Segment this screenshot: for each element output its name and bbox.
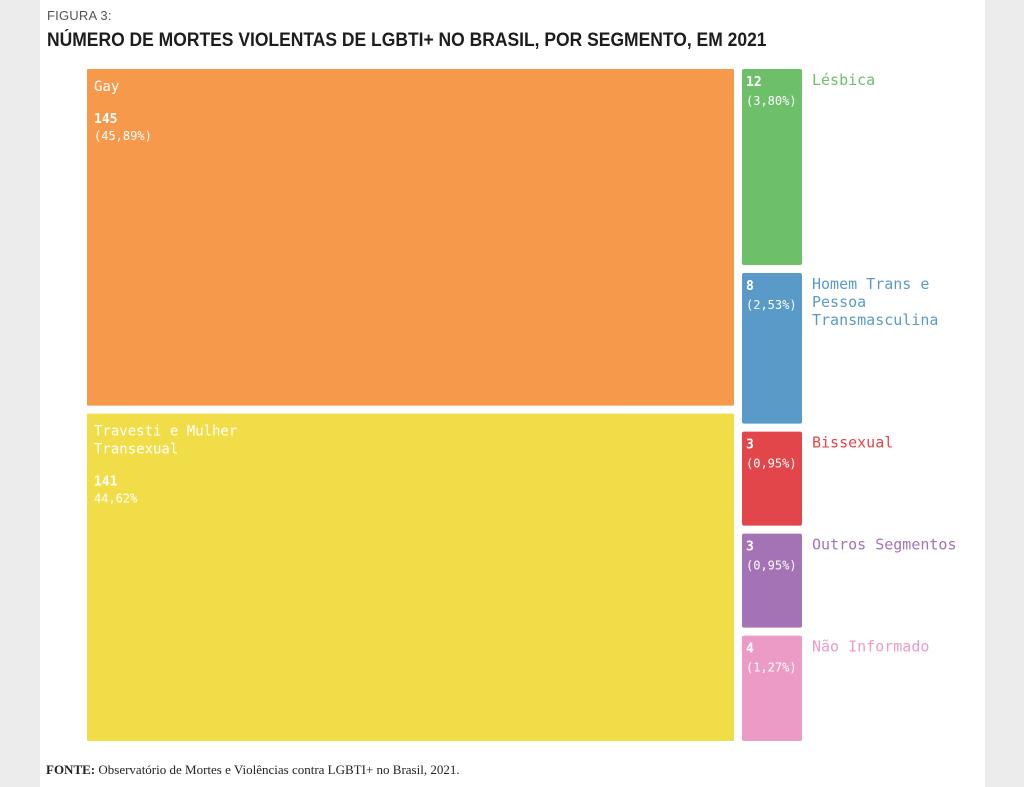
figure-label: FIGURA 3: — [47, 8, 112, 23]
pct-lesbica: (3,80%) — [746, 94, 797, 108]
label-travesti-e-mulher-transexual-1: Transexual — [94, 442, 178, 458]
label-nao-informado: Não Informado — [812, 638, 929, 656]
pct-nao-informado: (1,27%) — [746, 661, 797, 675]
label-gay: Gay — [94, 79, 119, 95]
block-gay — [87, 69, 734, 406]
block-homem-trans-e-pessoa-transmasculina — [742, 273, 802, 424]
value-outros-segmentos: 3 — [746, 540, 754, 555]
block-outros-segmentos — [742, 533, 802, 628]
pct-travesti-e-mulher-transexual: 44,62% — [94, 492, 138, 506]
source-note: FONTE: Observatório de Mortes e Violênci… — [46, 762, 460, 778]
label-homem-trans-e-pessoa-transmasculina-1: Pessoa — [812, 293, 866, 311]
label-travesti-e-mulher-transexual: Travesti e Mulher — [94, 424, 237, 440]
value-nao-informado: 4 — [746, 642, 754, 657]
pct-gay: (45,89%) — [94, 129, 152, 143]
source-prefix: FONTE: — [46, 762, 96, 777]
label-outros-segmentos: Outros Segmentos — [812, 536, 957, 554]
block-nao-informado — [742, 635, 802, 741]
value-homem-trans-e-pessoa-transmasculina: 8 — [746, 279, 754, 294]
source-text: Observatório de Mortes e Violências cont… — [98, 762, 460, 777]
value-travesti-e-mulher-transexual: 141 — [94, 475, 118, 490]
block-travesti-e-mulher-transexual — [87, 413, 734, 741]
pct-outros-segmentos: (0,95%) — [746, 559, 797, 573]
block-bissexual — [742, 431, 802, 526]
value-bissexual: 3 — [746, 438, 754, 453]
pct-homem-trans-e-pessoa-transmasculina: (2,53%) — [746, 298, 797, 312]
label-homem-trans-e-pessoa-transmasculina: Homem Trans e — [812, 275, 929, 293]
value-gay: 145 — [94, 112, 117, 127]
label-lesbica: Lésbica — [812, 71, 875, 89]
label-bissexual: Bissexual — [812, 434, 893, 452]
pct-bissexual: (0,95%) — [746, 457, 797, 471]
block-lesbica — [742, 69, 802, 265]
value-lesbica: 12 — [746, 75, 762, 90]
label-homem-trans-e-pessoa-transmasculina-2: Transmasculina — [812, 311, 938, 329]
chart-title: NÚMERO DE MORTES VIOLENTAS DE LGBTI+ NO … — [47, 30, 767, 51]
